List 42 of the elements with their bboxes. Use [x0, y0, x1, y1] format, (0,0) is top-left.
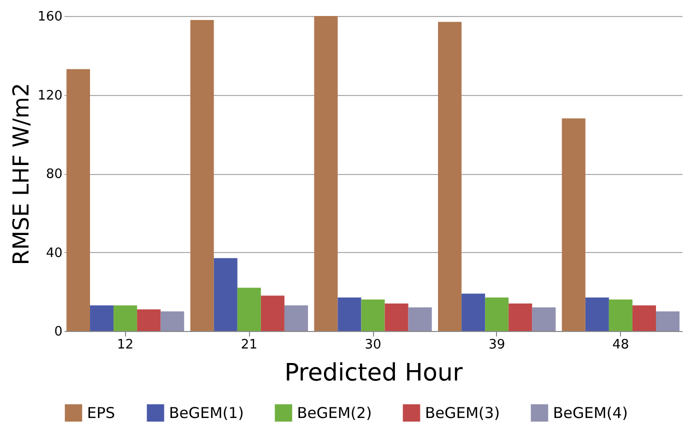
bar — [532, 307, 556, 331]
bar — [438, 22, 462, 331]
bar — [314, 16, 338, 331]
bar — [137, 309, 161, 331]
y-tick-label: 80 — [46, 167, 62, 182]
bar — [585, 298, 609, 331]
bar — [66, 69, 90, 331]
legend-label: BeGEM(2) — [297, 404, 372, 422]
bar — [656, 311, 680, 331]
bar — [214, 258, 238, 331]
bar — [260, 296, 284, 331]
bar — [160, 311, 184, 331]
y-tick-label: 120 — [38, 88, 62, 104]
legend-label: BeGEM(3) — [425, 404, 500, 422]
y-tick-label: 40 — [46, 246, 62, 261]
bar — [632, 305, 656, 331]
bar — [562, 118, 586, 331]
bar — [284, 305, 308, 331]
bar — [462, 294, 486, 331]
legend-label: EPS — [87, 404, 116, 422]
bar — [237, 288, 261, 331]
x-tick-label: 21 — [240, 338, 258, 352]
bar — [384, 303, 408, 331]
bar — [114, 305, 138, 331]
y-tick-label: 0 — [54, 324, 62, 340]
x-axis-title: Predicted Hour — [284, 358, 463, 386]
bar — [190, 20, 214, 331]
bar — [90, 305, 114, 331]
bar — [608, 300, 632, 331]
y-tick-label: 160 — [38, 10, 62, 24]
legend-label: BeGEM(1) — [169, 404, 244, 422]
legend-label: BeGEM(4) — [553, 404, 628, 422]
bar — [361, 300, 385, 331]
x-tick-label: 12 — [117, 338, 134, 352]
bar — [485, 298, 509, 331]
x-tick-label: 39 — [488, 338, 506, 352]
bar — [338, 298, 362, 331]
bar — [508, 303, 532, 331]
x-tick-label: 30 — [364, 338, 382, 352]
bar — [408, 307, 432, 331]
y-axis-title: RMSE LHF W/m2 — [10, 82, 35, 266]
x-tick-label: 48 — [612, 338, 629, 352]
